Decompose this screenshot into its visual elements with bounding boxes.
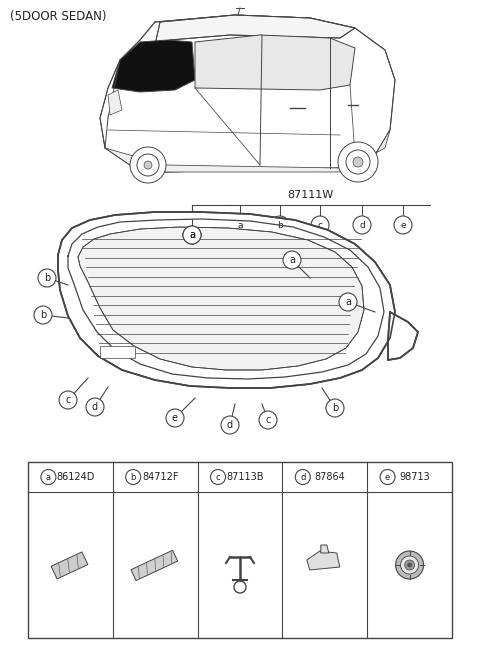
Polygon shape xyxy=(51,552,88,579)
Polygon shape xyxy=(321,545,329,553)
Circle shape xyxy=(144,161,152,169)
Circle shape xyxy=(295,470,310,485)
Circle shape xyxy=(353,216,371,234)
Text: 87864: 87864 xyxy=(314,472,345,482)
Circle shape xyxy=(183,226,201,244)
Text: 87113B: 87113B xyxy=(226,472,264,482)
Text: a: a xyxy=(289,255,295,265)
Text: (5DOOR SEDAN): (5DOOR SEDAN) xyxy=(10,10,107,23)
Text: a: a xyxy=(189,230,195,240)
Text: 98713: 98713 xyxy=(399,472,430,482)
Circle shape xyxy=(130,147,166,183)
Polygon shape xyxy=(112,40,195,92)
Circle shape xyxy=(166,409,184,427)
Text: e: e xyxy=(385,472,390,481)
Text: 84712F: 84712F xyxy=(142,472,179,482)
Polygon shape xyxy=(388,312,418,360)
Circle shape xyxy=(231,216,249,234)
Circle shape xyxy=(183,226,201,244)
Circle shape xyxy=(338,142,378,182)
Polygon shape xyxy=(195,35,355,90)
Circle shape xyxy=(211,470,226,485)
Circle shape xyxy=(271,216,289,234)
Text: c: c xyxy=(317,221,323,229)
Polygon shape xyxy=(108,90,122,115)
Text: b: b xyxy=(40,310,46,320)
Circle shape xyxy=(394,216,412,234)
Text: b: b xyxy=(131,472,136,481)
Polygon shape xyxy=(105,130,390,172)
Circle shape xyxy=(34,306,52,324)
Text: d: d xyxy=(300,472,305,481)
Text: 86124D: 86124D xyxy=(56,472,95,482)
Circle shape xyxy=(41,470,56,485)
Circle shape xyxy=(59,391,77,409)
Circle shape xyxy=(401,556,419,574)
Polygon shape xyxy=(131,550,178,580)
Circle shape xyxy=(380,470,395,485)
Polygon shape xyxy=(155,15,355,45)
FancyBboxPatch shape xyxy=(100,346,135,358)
Text: 87111W: 87111W xyxy=(287,190,333,200)
Text: c: c xyxy=(65,395,71,405)
Circle shape xyxy=(38,269,56,287)
Circle shape xyxy=(405,560,415,570)
Text: a: a xyxy=(237,221,243,229)
Circle shape xyxy=(311,216,329,234)
Polygon shape xyxy=(78,227,364,370)
Circle shape xyxy=(126,470,141,485)
Circle shape xyxy=(396,551,423,579)
Circle shape xyxy=(283,251,301,269)
Circle shape xyxy=(259,411,277,429)
Text: c: c xyxy=(265,415,271,425)
FancyBboxPatch shape xyxy=(28,462,452,638)
Polygon shape xyxy=(100,15,395,172)
Circle shape xyxy=(326,399,344,417)
Text: a: a xyxy=(189,230,195,240)
Text: b: b xyxy=(277,221,283,229)
Circle shape xyxy=(353,157,363,167)
Circle shape xyxy=(86,398,104,416)
Polygon shape xyxy=(307,551,340,570)
Text: d: d xyxy=(227,420,233,430)
Text: b: b xyxy=(44,273,50,283)
Text: e: e xyxy=(400,221,406,229)
Text: d: d xyxy=(359,221,365,229)
Circle shape xyxy=(339,293,357,311)
Text: d: d xyxy=(92,402,98,412)
Circle shape xyxy=(408,563,411,567)
Text: c: c xyxy=(216,472,220,481)
Circle shape xyxy=(221,416,239,434)
Text: a: a xyxy=(46,472,51,481)
Text: a: a xyxy=(345,297,351,307)
Polygon shape xyxy=(58,212,395,388)
Text: b: b xyxy=(332,403,338,413)
Text: e: e xyxy=(172,413,178,423)
